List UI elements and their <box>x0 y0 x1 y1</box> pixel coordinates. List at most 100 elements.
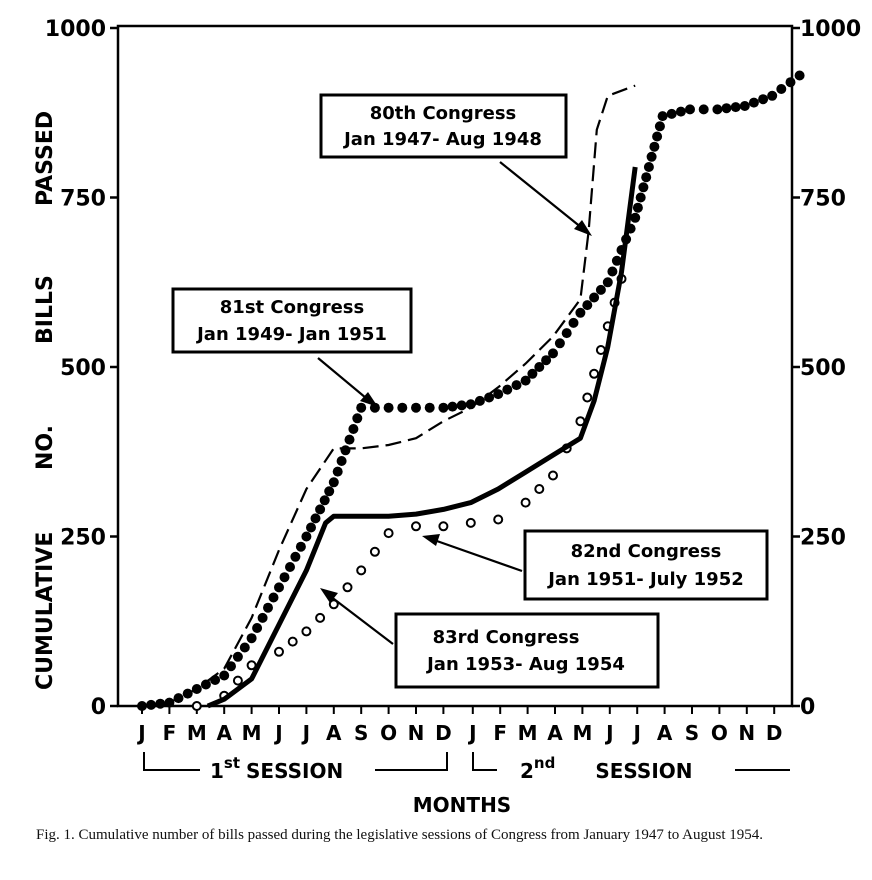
annotation-81st: 81st Congress Jan 1949- Jan 1951 <box>171 287 413 407</box>
series-dot-81st <box>712 104 723 115</box>
annotation-83rd-arrowhead <box>320 588 338 603</box>
y-tick-label-right: 250 <box>800 526 846 551</box>
session-1-bracket-left <box>143 752 200 771</box>
series-circle-82nd <box>301 626 312 637</box>
series-dot-81st <box>654 121 665 132</box>
series-dot-81st <box>675 106 686 117</box>
x-tick-label-month: J <box>136 721 145 745</box>
series-dot-81st <box>527 368 538 379</box>
series-dot-81st <box>356 402 367 413</box>
series-2 <box>137 70 805 711</box>
series-dot-81st <box>182 688 193 699</box>
series-dot-81st <box>595 284 606 295</box>
series-dot-81st <box>649 141 660 152</box>
series-dot-81st <box>226 661 236 672</box>
x-tick-label-month: N <box>408 721 425 745</box>
x-tick-label-month: D <box>435 721 452 745</box>
series-dot-81st <box>315 504 326 515</box>
session-1-word: SESSION <box>246 759 343 783</box>
x-tick-label-month: M <box>518 721 538 745</box>
x-tick-label-month: A <box>216 721 232 745</box>
x-tick-label-month: D <box>766 721 783 745</box>
y-tick-label-left: 0 <box>91 695 106 720</box>
annotation-80th: 80th Congress Jan 1947- Aug 1948 <box>319 93 592 236</box>
series-dot-81st <box>589 292 600 303</box>
y-tick-label-right: 1000 <box>800 17 861 42</box>
series-line-83rd <box>206 166 638 709</box>
annotation-80th-line1: 80th Congress <box>370 103 517 124</box>
annotation-81st-box <box>171 287 413 354</box>
series-dot-81st <box>730 102 741 113</box>
series-dot-81st <box>155 698 166 709</box>
series-circle-82nd <box>465 517 476 528</box>
series-dot-81st <box>438 402 449 413</box>
series-dot-81st <box>324 486 335 497</box>
session-1-label: 1st SESSION <box>210 754 343 783</box>
series-dot-81st <box>630 212 641 223</box>
series-dot-81st <box>164 697 175 708</box>
series-dot-81st <box>252 623 263 633</box>
series-circle-82nd <box>520 497 531 508</box>
x-tick-label-month: N <box>738 721 755 745</box>
series-line-80th <box>141 84 636 708</box>
session-1-bracket-right <box>375 752 448 771</box>
series-circle-82nd <box>315 612 326 623</box>
session-1-number: 1 <box>210 759 224 783</box>
x-tick-label-month: M <box>572 721 592 745</box>
series-dot-81st <box>340 445 351 456</box>
series-dot-81st <box>200 679 211 690</box>
series-dot-81st <box>582 300 593 311</box>
series-circle-82nd <box>274 646 284 657</box>
series-dot-81st <box>554 338 565 349</box>
series-circle-82nd <box>383 528 394 539</box>
series-dot-81st <box>263 602 273 613</box>
session-2-word: SESSION <box>595 759 692 783</box>
series-circle-82nd <box>411 521 421 532</box>
series-dot-81st <box>306 522 316 533</box>
series-dot-81st <box>767 90 778 101</box>
series-dot-81st <box>246 633 257 644</box>
series-dot-81st <box>369 402 380 413</box>
series-dot-81st <box>748 97 759 108</box>
x-tick-label-month: A <box>657 721 673 745</box>
session-1-bracket <box>143 752 448 771</box>
annotation-81st-line2: Jan 1949- Jan 1951 <box>195 324 387 345</box>
series-dot-81st <box>301 531 312 542</box>
session-2-bracket-left <box>472 752 497 771</box>
series-dot-81st <box>310 513 321 524</box>
series-dot-81st <box>424 402 435 413</box>
series-dot-81st <box>721 103 732 114</box>
series-dot-81st <box>456 400 467 411</box>
series-dot-81st <box>666 108 677 119</box>
x-tick-label-month: O <box>711 721 728 745</box>
session-2-superscript: nd <box>534 754 555 772</box>
series-dot-81st <box>137 701 147 711</box>
series-dot-81st <box>191 684 202 694</box>
series-dot-81st <box>638 182 649 193</box>
series-dot-81st <box>493 389 504 400</box>
series-dot-81st <box>336 456 347 466</box>
series-dot-81st <box>279 572 290 583</box>
annotation-81st-arrow <box>317 357 367 399</box>
series-dot-81st <box>348 424 359 434</box>
series-4 <box>206 166 638 709</box>
annotation-82nd-line2: Jan 1951- July 1952 <box>546 569 744 590</box>
series-dot-81st <box>319 495 330 506</box>
series-dot-81st <box>285 562 295 572</box>
series-dot-81st <box>568 317 579 328</box>
annotation-83rd: 83rd Congress Jan 1953- Aug 1954 <box>320 588 660 689</box>
series-dot-81st <box>257 612 268 623</box>
y-axis-title-word-bills: BILLS <box>33 275 58 344</box>
series-dot-81st <box>652 131 663 142</box>
series-dot-81st <box>447 401 458 412</box>
series-circle-82nd <box>582 392 593 403</box>
series-dot-81st <box>635 192 646 203</box>
series-3 <box>191 273 627 711</box>
x-tick-label-month: J <box>467 721 476 745</box>
annotation-80th-line2: Jan 1947- Aug 1948 <box>342 129 542 150</box>
series-dot-81st <box>210 675 221 685</box>
x-axis-title: MONTHS <box>413 793 511 817</box>
x-tick-label-month: J <box>631 721 640 745</box>
series-dot-81st <box>611 255 622 266</box>
y-tick-label-right: 750 <box>800 187 846 212</box>
